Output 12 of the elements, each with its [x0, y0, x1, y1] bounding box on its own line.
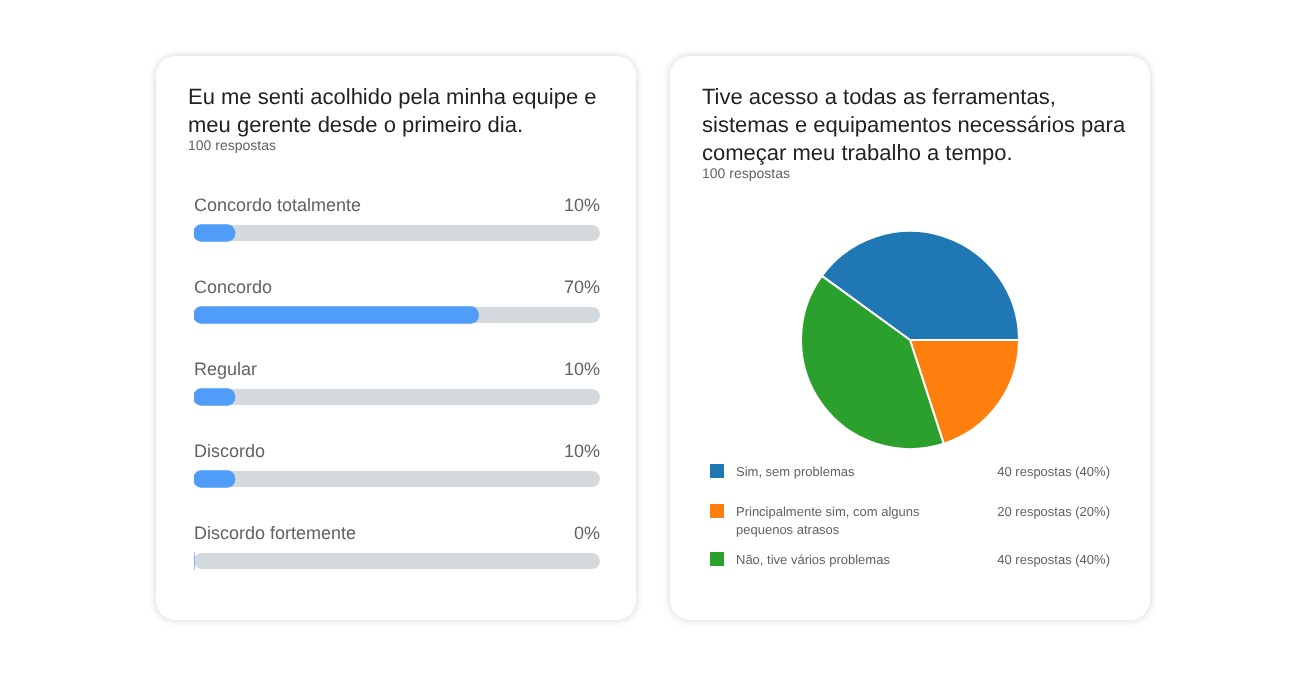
data-label: 10%	[563, 359, 600, 379]
category-label: Concordo	[194, 277, 273, 297]
category-label: Regular	[194, 359, 258, 379]
data-label: 10%	[563, 195, 600, 215]
data-label: 0%	[573, 523, 600, 543]
chart-title: Tive acesso a todas as ferramentas, sistemas e equipamentos necessários para começar meu trabalho a tempo.	[702, 84, 1128, 168]
chart-title: Eu me senti acolhido pela minha equipe e meu gerente desde o primeiro dia.	[188, 84, 599, 140]
category-label: Discordo fortemente	[194, 523, 357, 543]
data-label: 10%	[563, 441, 600, 461]
category-label: Concordo totalmente	[194, 195, 362, 215]
category-label: Discordo	[194, 441, 266, 461]
data-label: 70%	[563, 277, 600, 297]
